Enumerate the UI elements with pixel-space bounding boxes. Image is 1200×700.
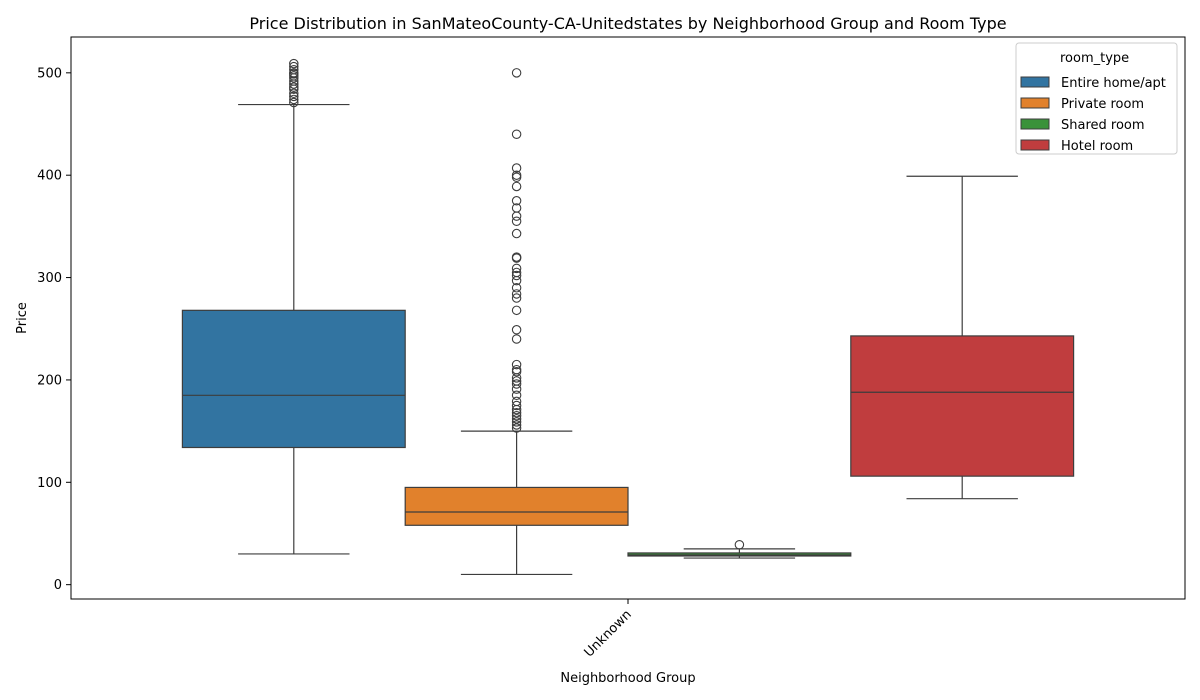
box-entire-home-apt [181, 58, 406, 555]
outlier-point [734, 539, 745, 550]
y-tick-label: 200 [37, 373, 62, 388]
outlier-point [511, 289, 522, 299]
legend-swatch [1020, 118, 1050, 130]
y-tick-label: 400 [37, 169, 62, 184]
outlier-point [511, 334, 522, 344]
outlier-point [511, 305, 522, 316]
outlier-point [511, 417, 522, 427]
legend-swatch [1020, 139, 1050, 151]
outlier-point [289, 58, 299, 69]
outlier-point [511, 379, 522, 389]
outlier-point [289, 65, 299, 75]
outlier-point [289, 91, 299, 102]
outlier-point [511, 359, 522, 370]
legend-entry-label: Entire home/apt [1061, 76, 1166, 91]
y-tick-label: 100 [37, 476, 62, 491]
outlier-point [289, 97, 299, 108]
outlier-point [511, 325, 522, 335]
outlier-point [511, 196, 522, 206]
box-hotel-room [850, 175, 1075, 500]
outlier-point [289, 68, 299, 78]
outlier-point [511, 211, 522, 221]
y-tick-label: 500 [37, 66, 62, 81]
outlier-point [511, 411, 522, 421]
outlier-point [289, 61, 299, 72]
outlier-point [289, 88, 299, 99]
outlier-point [511, 163, 522, 173]
outlier-point [511, 400, 522, 411]
outlier-point [511, 181, 522, 192]
y-axis-label: Price [15, 302, 30, 334]
y-tick-label: 300 [37, 271, 62, 286]
outlier-point [511, 129, 522, 139]
outlier-point [511, 420, 522, 430]
outlier-point [289, 94, 299, 105]
outlier-point [511, 172, 522, 182]
outlier-point [289, 82, 299, 92]
outlier-point [511, 293, 522, 303]
y-tick-label: 0 [54, 578, 62, 593]
outlier-point [511, 396, 522, 407]
legend-swatch [1020, 97, 1050, 109]
outlier-point [511, 423, 522, 433]
outlier-point [511, 364, 522, 375]
legend-entry-label: Shared room [1061, 118, 1145, 133]
outlier-point [511, 170, 522, 180]
outlier-point [511, 203, 522, 213]
outlier-point [511, 68, 522, 78]
outlier-point [511, 267, 522, 278]
legend: room_type Entire home/apt Private room Shar… [1015, 42, 1178, 155]
outlier-point [511, 414, 522, 424]
box-shared-room [627, 539, 852, 559]
chart-title: Price Distribution in SanMateoCounty-CA-… [249, 14, 1006, 33]
outlier-point [511, 407, 522, 418]
box-private-room [404, 68, 629, 576]
outlier-point [511, 252, 522, 262]
x-tick-label: Unknown [582, 607, 635, 660]
box-iqr [850, 335, 1075, 477]
legend-title: room_type [1060, 51, 1129, 66]
legend-swatch [1020, 76, 1050, 88]
box-iqr [181, 309, 406, 449]
legend-frame [1015, 42, 1178, 155]
x-axis-label: Neighborhood Group [560, 671, 695, 686]
outlier-point [511, 270, 522, 281]
plot-frame [70, 36, 1186, 600]
outlier-point [511, 228, 522, 239]
outlier-point [511, 263, 522, 274]
legend-entry-label: Hotel room [1061, 139, 1133, 154]
legend-entry-label: Private room [1061, 97, 1144, 112]
outlier-point [511, 390, 522, 401]
outlier-point [511, 376, 522, 386]
box-plots [181, 58, 1075, 576]
outlier-point [511, 216, 522, 227]
box-iqr [404, 486, 629, 526]
outlier-point [511, 283, 522, 293]
